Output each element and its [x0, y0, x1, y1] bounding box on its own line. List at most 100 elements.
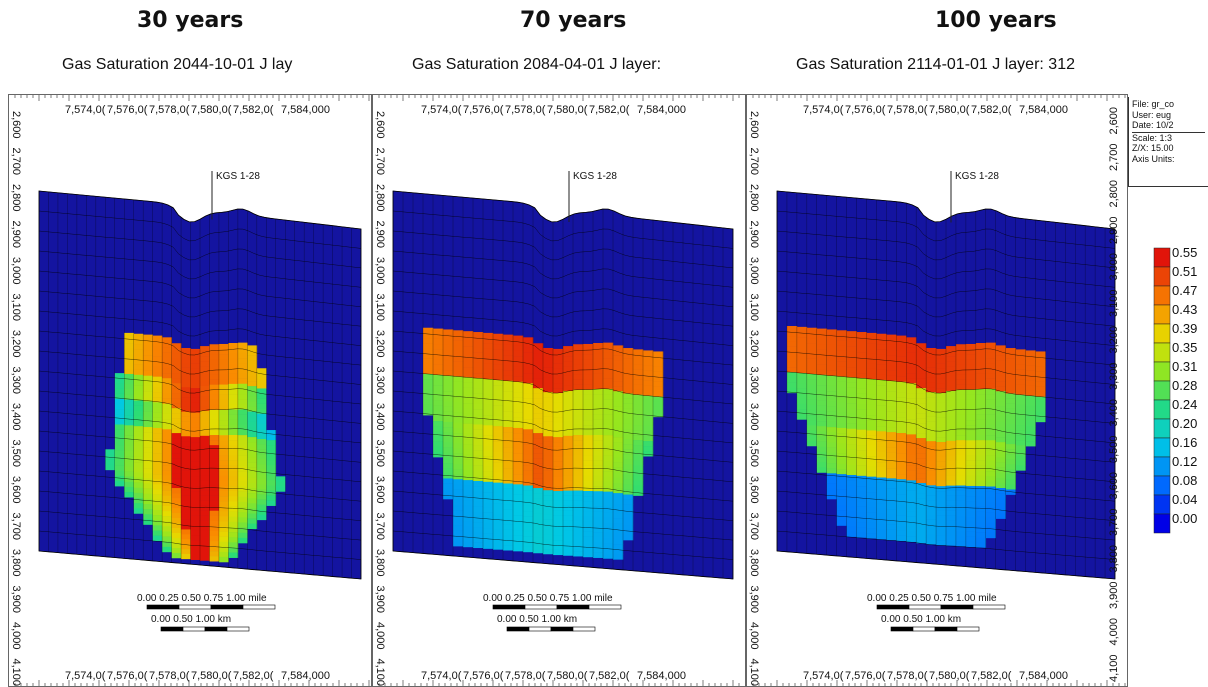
saturation-cell: [975, 470, 987, 477]
saturation-cell: [124, 440, 135, 447]
saturation-cell: [946, 425, 957, 432]
saturation-cell: [143, 355, 153, 361]
saturation-cell: [423, 384, 434, 390]
saturation-cell: [926, 367, 937, 373]
saturation-cell: [623, 373, 634, 379]
saturation-cell: [573, 485, 584, 491]
legend-label: 0.51: [1172, 264, 1197, 279]
saturation-cell: [1005, 388, 1016, 394]
saturation-cell: [826, 396, 837, 402]
saturation-cell: [171, 478, 182, 484]
saturation-cell: [162, 444, 172, 451]
saturation-cell: [643, 350, 654, 356]
saturation-cell: [543, 524, 554, 530]
saturation-cell: [133, 477, 144, 483]
saturation-cell: [473, 532, 484, 538]
saturation-cell: [985, 440, 997, 446]
saturation-cell: [553, 451, 564, 458]
saturation-cell: [171, 503, 182, 509]
saturation-cell: [553, 442, 564, 448]
saturation-cell: [573, 445, 584, 451]
saturation-cell: [836, 376, 847, 382]
saturation-cell: [603, 429, 614, 436]
saturation-cell: [836, 391, 847, 398]
saturation-cell: [553, 540, 564, 546]
saturation-cell: [886, 483, 897, 489]
saturation-cell: [876, 385, 887, 391]
saturation-cell: [247, 381, 258, 387]
saturation-cell: [886, 391, 897, 397]
saturation-cell: [218, 470, 229, 477]
saturation-cell: [513, 361, 524, 367]
saturation-cell: [866, 461, 877, 467]
saturation-cell: [473, 424, 484, 430]
saturation-cell: [946, 346, 957, 352]
saturation-cell: [543, 416, 554, 422]
saturation-cell: [995, 421, 1006, 428]
saturation-cell: [218, 364, 229, 370]
saturation-cell: [906, 454, 917, 461]
saturation-cell: [806, 440, 818, 447]
saturation-cell: [946, 450, 957, 457]
saturation-cell: [906, 408, 917, 415]
saturation-cell: [133, 487, 144, 494]
saturation-cell: [796, 342, 808, 348]
saturation-cell: [916, 448, 927, 454]
y-tick-label: 4,100: [10, 659, 22, 687]
saturation-cell: [200, 455, 210, 462]
saturation-cell: [965, 384, 977, 390]
saturation-cell: [583, 521, 594, 527]
saturation-cell: [463, 510, 474, 517]
saturation-cell: [247, 431, 258, 438]
saturation-cell: [237, 537, 248, 544]
saturation-cell: [143, 391, 153, 397]
saturation-cell: [886, 421, 897, 428]
saturation-cell: [836, 469, 847, 475]
saturation-cell: [543, 372, 554, 378]
saturation-cell: [985, 507, 997, 513]
saturation-cell: [143, 473, 153, 479]
saturation-cell: [623, 433, 634, 440]
saturation-cell: [975, 455, 987, 461]
saturation-cell: [463, 408, 474, 414]
saturation-cell: [218, 501, 229, 507]
x-tick-label-top: 7,576,0(: [107, 104, 148, 116]
saturation-cell: [613, 360, 624, 367]
saturation-cell: [483, 425, 494, 431]
legend-label: 0.47: [1172, 283, 1197, 298]
saturation-cell: [152, 345, 163, 352]
saturation-cell: [503, 370, 514, 376]
saturation-cell: [181, 460, 191, 466]
saturation-cell: [846, 485, 857, 491]
saturation-cell: [623, 454, 634, 460]
x-tick-label-top: 7,574,0(: [803, 104, 844, 116]
saturation-cell: [856, 516, 867, 523]
saturation-cell: [533, 468, 544, 474]
saturation-cell: [975, 404, 987, 410]
saturation-cell: [228, 455, 239, 461]
saturation-cell: [936, 417, 947, 423]
saturation-cell: [985, 409, 997, 415]
saturation-cell: [124, 461, 135, 467]
saturation-cell: [443, 344, 454, 351]
saturation-cell: [583, 455, 594, 461]
saturation-cell: [653, 361, 664, 367]
y-tick-label: 3,600: [10, 476, 22, 504]
saturation-cell: [643, 446, 654, 452]
y-tick-label: 3,500: [374, 440, 386, 468]
saturation-cell: [965, 343, 977, 350]
saturation-cell: [143, 350, 153, 356]
saturation-cell: [1015, 414, 1026, 421]
saturation-cell: [583, 425, 594, 431]
saturation-cell: [856, 409, 867, 415]
saturation-cell: [1005, 423, 1016, 430]
saturation-cell: [563, 366, 574, 372]
saturation-cell: [806, 394, 818, 400]
saturation-cell: [209, 369, 220, 375]
saturation-cell: [247, 386, 258, 392]
saturation-cell: [896, 356, 907, 362]
saturation-cell: [995, 381, 1006, 387]
saturation-cell: [573, 541, 584, 547]
saturation-cell: [523, 373, 534, 379]
saturation-cell: [493, 544, 504, 550]
